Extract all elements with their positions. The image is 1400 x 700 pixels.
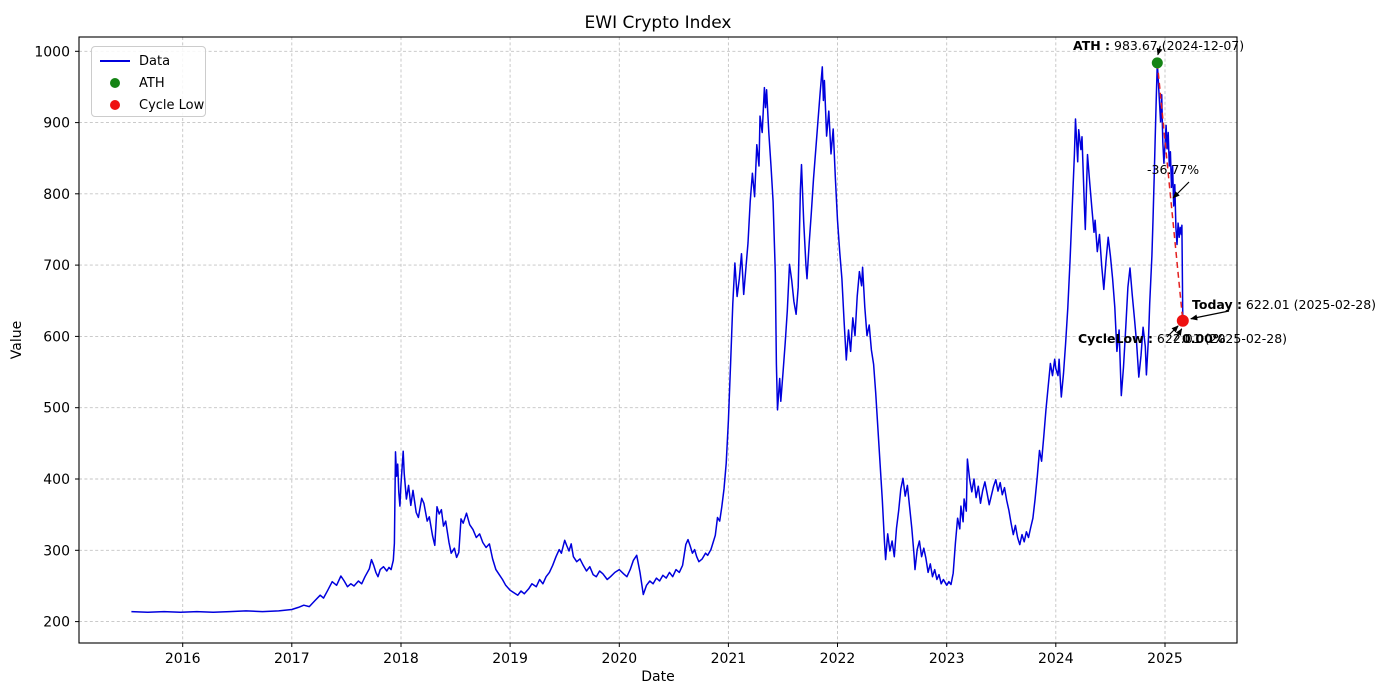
drawdown-dashed-line — [1156, 62, 1184, 321]
y-tick-label: 800 — [43, 187, 70, 203]
x-axis-label: Date — [641, 669, 675, 685]
legend-label-data: Data — [139, 53, 171, 69]
data-series-line — [131, 62, 1184, 614]
legend-label-cycle-low: Cycle Low — [139, 97, 205, 113]
ath-annotation-arrow — [1156, 45, 1163, 56]
annotation-today-prefix: Today : — [1192, 297, 1242, 312]
legend: Data ATH Cycle Low — [91, 46, 206, 117]
annotation-today: Today : 622.01 (2025-02-28) — [1192, 297, 1377, 312]
legend-item-data: Data — [92, 50, 205, 72]
pct-low-annotation-arrow — [1173, 328, 1183, 342]
legend-ath-swatch-wrap — [100, 78, 130, 88]
annotation-cycle-low-pct-overlay: 0.00% — [1182, 331, 1226, 346]
y-tick-label: 900 — [43, 116, 70, 132]
annotation-cycle-low: CycleLow : 622.01 (2025-02-28) 0.00% — [1078, 331, 1288, 346]
x-tick-label: 2023 — [929, 651, 965, 667]
legend-label-ath: ATH — [139, 75, 165, 91]
annotation-cycle-low-prefix: CycleLow : — [1078, 331, 1153, 346]
y-axis-label: Value — [9, 320, 25, 360]
y-tick-label: 700 — [43, 258, 70, 274]
annotation-ath-value: 983.67 (2024-12-07) — [1110, 38, 1245, 53]
x-tick-label: 2017 — [274, 651, 310, 667]
y-tick-label: 600 — [43, 329, 70, 345]
cycle-low-annotation-arrow — [1166, 325, 1179, 338]
x-tick-label: 2021 — [711, 651, 747, 667]
x-tick-label: 2020 — [601, 651, 637, 667]
x-tick-label: 2024 — [1038, 651, 1074, 667]
today-annotation-arrow — [1190, 310, 1230, 321]
legend-line-swatch-wrap — [100, 60, 130, 62]
y-tick-label: 300 — [43, 543, 70, 559]
chart-title: EWI Crypto Index — [584, 13, 732, 33]
ath-marker-dot — [1151, 57, 1163, 69]
legend-line-swatch — [100, 60, 130, 62]
legend-item-ath: ATH — [92, 72, 205, 94]
annotation-drawdown-pct: -36.77% — [1147, 162, 1200, 177]
x-tick-label: 2016 — [165, 651, 201, 667]
plot-frame — [78, 36, 1238, 644]
y-tick-label: 500 — [43, 401, 70, 417]
annotation-cycle-low-value: 622.01 (2025-02-28) — [1152, 331, 1288, 346]
annotation-ath: ATH : 983.67 (2024-12-07) — [1073, 38, 1245, 53]
annotation-today-value: 622.01 (2025-02-28) — [1241, 297, 1377, 312]
cycle-low-marker-dot — [1176, 314, 1189, 327]
legend-cycle-low-dot-swatch — [110, 100, 120, 110]
x-tick-label: 2019 — [492, 651, 528, 667]
annotation-ath-prefix: ATH : — [1073, 38, 1111, 53]
x-tick-label: 2025 — [1147, 651, 1183, 667]
x-tick-label: 2022 — [820, 651, 856, 667]
legend-item-cycle-low: Cycle Low — [92, 94, 205, 116]
y-tick-label: 200 — [43, 615, 70, 631]
drawdown-annotation-arrow — [1172, 181, 1190, 199]
y-tick-label: 400 — [43, 472, 70, 488]
y-tick-label: 1000 — [34, 44, 70, 60]
legend-ath-dot-swatch — [110, 78, 120, 88]
x-tick-label: 2018 — [383, 651, 419, 667]
legend-cycle-low-swatch-wrap — [100, 100, 130, 110]
